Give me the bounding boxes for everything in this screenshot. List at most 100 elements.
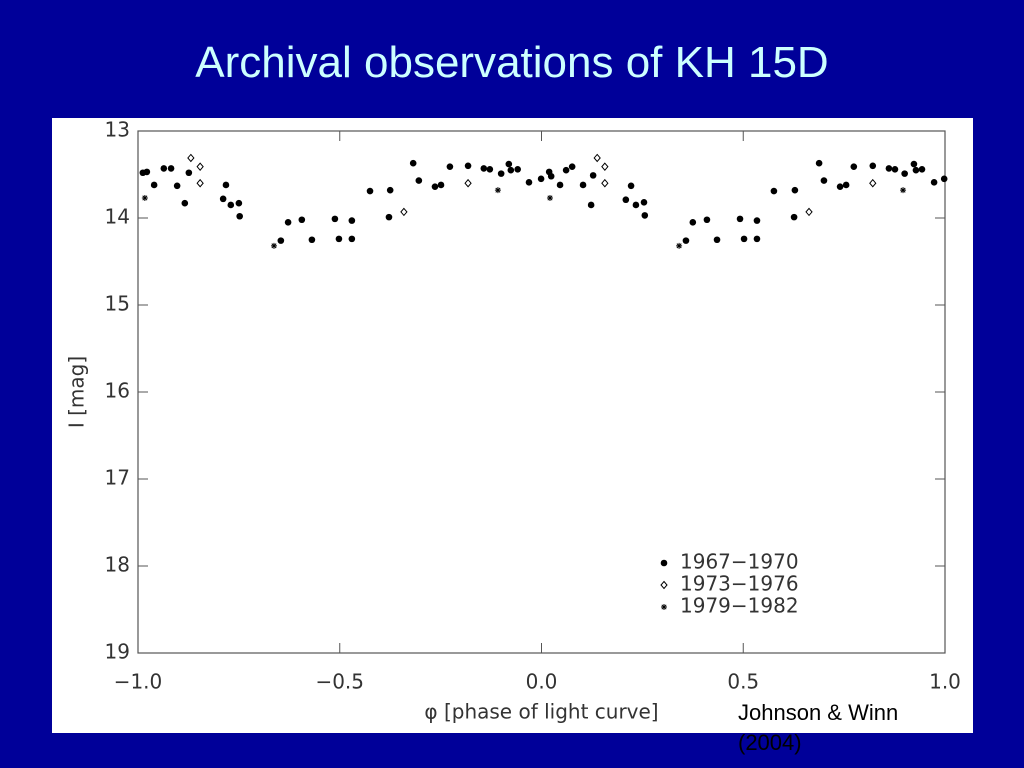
data-point — [641, 212, 649, 219]
data-point — [593, 153, 601, 163]
data-point — [713, 236, 721, 244]
data-point — [820, 177, 828, 184]
data-point — [791, 186, 799, 194]
data-point — [740, 235, 748, 243]
data-point — [601, 162, 609, 171]
data-point — [277, 237, 285, 244]
data-point — [753, 217, 761, 224]
x-tick-label: 0.0 — [526, 670, 558, 694]
data-point — [568, 163, 576, 170]
data-point — [385, 213, 393, 221]
data-point — [546, 194, 553, 201]
data-point — [505, 160, 513, 168]
data-point — [196, 162, 204, 171]
data-point — [270, 242, 277, 249]
data-point — [815, 159, 823, 167]
data-point — [284, 219, 292, 226]
data-point — [910, 160, 918, 168]
data-point — [348, 235, 356, 243]
legend-label: 1967−1970 — [680, 550, 799, 574]
data-point — [348, 217, 356, 224]
legend-marker — [660, 559, 668, 567]
data-point — [556, 181, 564, 189]
data-point — [298, 216, 306, 224]
data-point — [770, 187, 778, 195]
x-tick-label: −0.5 — [315, 670, 364, 694]
data-point — [703, 216, 711, 224]
data-point — [850, 163, 858, 170]
data-point — [446, 163, 454, 170]
data-point — [308, 236, 316, 244]
x-axis-label: φ [phase of light curve] — [424, 700, 658, 724]
data-point — [562, 166, 570, 174]
y-tick-label: 13 — [105, 118, 130, 142]
y-tick-label: 19 — [105, 640, 130, 664]
data-point — [219, 195, 227, 203]
data-point — [547, 172, 555, 180]
data-point — [400, 207, 408, 217]
data-point — [689, 219, 697, 226]
y-tick-label: 15 — [105, 292, 130, 316]
data-point — [753, 235, 761, 243]
data-point — [682, 237, 690, 244]
legend-label: 1973−1976 — [680, 572, 799, 596]
data-point — [431, 183, 439, 190]
slide-title: Archival observations of KH 15D — [195, 38, 829, 87]
data-point — [940, 175, 948, 183]
data-point — [918, 165, 926, 173]
legend-marker — [660, 580, 668, 590]
x-tick-label: −1.0 — [114, 670, 163, 694]
data-point — [912, 166, 920, 174]
data-point — [601, 178, 609, 188]
y-tick-label: 16 — [105, 379, 130, 403]
data-point — [790, 213, 798, 221]
data-point — [409, 159, 417, 167]
data-point — [486, 165, 494, 173]
data-point — [869, 178, 877, 188]
legend-label: 1979−1982 — [680, 594, 799, 618]
data-point — [836, 183, 844, 190]
x-tick-label: 0.5 — [727, 670, 759, 694]
data-point — [235, 199, 243, 207]
legend-marker — [661, 604, 667, 610]
data-point — [632, 201, 640, 209]
y-tick-label: 18 — [105, 553, 130, 577]
data-point — [930, 179, 938, 186]
data-point — [676, 242, 683, 249]
data-point — [160, 165, 168, 172]
data-point — [869, 162, 877, 170]
data-point — [464, 178, 472, 188]
chart: −1.0 −0.5 0.0 0.5 1.0 13 14 15 16 17 18 19 φ [phase … — [65, 118, 961, 724]
data-point — [227, 201, 235, 209]
data-point — [181, 199, 189, 207]
y-tick-label: 14 — [105, 205, 130, 229]
data-point — [141, 194, 148, 201]
data-point — [587, 201, 595, 209]
data-point — [437, 181, 445, 189]
data-point — [885, 165, 893, 172]
data-point — [335, 235, 343, 243]
data-point — [331, 215, 339, 223]
data-point — [480, 165, 488, 172]
data-point — [167, 165, 175, 172]
data-point — [187, 153, 195, 163]
data-point — [736, 215, 744, 223]
credit: Johnson & Winn (2004) — [738, 700, 899, 755]
data-point — [842, 181, 850, 189]
data-point — [805, 207, 813, 217]
data-point — [185, 169, 193, 177]
data-point — [497, 170, 505, 177]
data-point — [415, 177, 423, 184]
y-tick-label: 17 — [105, 466, 130, 490]
data-point — [579, 181, 587, 189]
data-point — [514, 165, 521, 173]
data-point — [143, 168, 151, 176]
data-point — [901, 170, 908, 177]
data-point — [537, 175, 545, 183]
data-point — [196, 178, 204, 188]
data-point — [507, 166, 515, 174]
plot-frame — [137, 130, 946, 654]
chart-panel: −1.0 −0.5 0.0 0.5 1.0 13 14 15 16 17 18 19 φ [phase … — [52, 118, 973, 733]
data-point — [222, 181, 230, 189]
data-point — [622, 196, 630, 204]
